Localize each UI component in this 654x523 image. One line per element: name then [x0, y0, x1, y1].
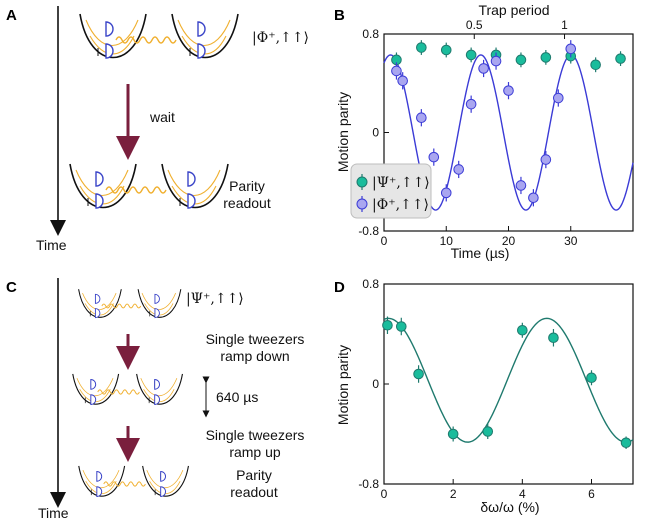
- chartD-data-point: [447, 428, 459, 440]
- chart-b-top-xlabel: Trap period: [478, 2, 549, 18]
- time-label-c: Time: [38, 505, 69, 521]
- chartB-xtick-label: 10: [440, 234, 454, 248]
- legend-marker-psi: [356, 176, 368, 188]
- chartD-xtick-label: 4: [519, 487, 526, 501]
- chart-d: 0 2 4 6-0.800.8 δω/ω (%) Motion parity: [335, 277, 634, 515]
- legend-label-phi: |Φ⁺,↑↑⟩: [372, 197, 429, 213]
- chartB-ytick-label: 0.8: [362, 27, 379, 41]
- chartB-xtick-label: 0: [381, 234, 388, 248]
- chart-d-xlabel: δω/ω (%): [480, 499, 539, 515]
- chartB-data-point: [540, 52, 552, 63]
- tweezer-pair-icon: [79, 13, 239, 59]
- chartB-data-point: [428, 151, 440, 163]
- chartD-data-point: [395, 321, 407, 332]
- panel-label-d: D: [334, 279, 345, 296]
- chartD-data-point: [548, 332, 559, 344]
- chartB-data-point: [528, 192, 539, 204]
- chartB-data-point: [553, 92, 564, 104]
- chartB-data-point: [490, 55, 502, 67]
- chartD-data-point: [382, 319, 393, 331]
- hold-time-label: 640 µs: [216, 389, 258, 405]
- ramp-up-label-2: ramp up: [229, 444, 281, 460]
- chartB-data-point: [540, 154, 552, 165]
- chartB-data-point: [590, 59, 601, 71]
- chartD-data-point: [517, 324, 528, 336]
- chartB-top-xtick-label: 1: [561, 18, 568, 32]
- chart-b-legend: |Ψ⁺,↑↑⟩ |Φ⁺,↑↑⟩: [350, 163, 432, 219]
- chartB-data-point: [397, 75, 408, 87]
- panel-label-b: B: [334, 7, 345, 24]
- chartB-data-point: [453, 164, 465, 175]
- chartD-xtick-label: 2: [450, 487, 457, 501]
- readout-label-a-2: readout: [223, 195, 271, 211]
- chartB-data-point: [515, 180, 527, 191]
- tweezer-pair-icon: [77, 288, 182, 319]
- chartB-data-point: [440, 44, 452, 56]
- time-label-a: Time: [36, 237, 67, 253]
- chartD-data-point: [620, 437, 632, 449]
- readout-label-c-2: readout: [230, 484, 278, 500]
- chartB-data-point: [440, 187, 452, 199]
- chartD-ytick-label: -0.8: [358, 477, 379, 491]
- ramp-up-label-1: Single tweezers: [206, 427, 305, 443]
- chartB-data-point: [465, 98, 477, 110]
- chart-d-frame: [383, 283, 634, 485]
- chartB-data-point: [503, 85, 514, 96]
- chartD-data-point: [413, 368, 424, 380]
- chartD-ytick-label: 0: [372, 377, 379, 391]
- chartD-xtick-label: 6: [588, 487, 595, 501]
- chartD-fit-curve: [383, 317, 634, 443]
- legend-marker-phi: [356, 198, 368, 210]
- chartB-xtick-label: 20: [502, 234, 516, 248]
- chartB-data-point: [416, 112, 427, 124]
- chartB-data-point: [565, 43, 577, 55]
- readout-label-a-1: Parity: [229, 178, 265, 194]
- chartB-xtick-label: 30: [564, 234, 578, 248]
- panel-label-c: C: [6, 279, 17, 296]
- chartD-data-point: [586, 372, 597, 384]
- chartD-xtick-label: 0: [381, 487, 388, 501]
- readout-label-c-1: Parity: [236, 467, 272, 483]
- chart-b-xlabel: Time (µs): [451, 245, 510, 261]
- legend-label-psi: |Ψ⁺,↑↑⟩: [372, 175, 430, 191]
- tweezer-pair-icon: [69, 163, 229, 209]
- ramp-down-label-2: ramp down: [220, 348, 289, 364]
- legend-box: [350, 163, 432, 219]
- chartB-ytick-label: -0.8: [358, 224, 379, 238]
- chartB-data-point: [391, 65, 402, 77]
- ramp-down-label-1: Single tweezers: [206, 331, 305, 347]
- chart-d-ylabel: Motion parity: [335, 345, 351, 425]
- chartD-data-point: [482, 426, 494, 437]
- chartB-data-point: [615, 53, 626, 64]
- chartB-data-point: [465, 49, 477, 61]
- schematic-a: Time |Φ⁺,↑↑⟩ wait Parity readout: [36, 6, 309, 253]
- chart-b-ylabel: Motion parity: [335, 92, 351, 172]
- chartB-data-point: [515, 54, 527, 66]
- state-label-a: |Φ⁺,↑↑⟩: [252, 30, 309, 46]
- state-label-c: |Ψ⁺,↑↑⟩: [186, 291, 244, 307]
- chartB-data-point: [416, 42, 427, 53]
- panel-label-a: A: [6, 7, 17, 24]
- chartB-ytick-label: 0: [372, 126, 379, 140]
- wait-label: wait: [149, 109, 175, 125]
- chartB-data-point: [478, 63, 489, 74]
- tweezer-pair-icon: [72, 373, 184, 406]
- chartD-ytick-label: 0.8: [362, 277, 379, 291]
- tweezer-pair-icon: [78, 465, 190, 498]
- schematic-c: Time |Ψ⁺,↑↑⟩ Single tweezers ramp down 6…: [38, 278, 304, 521]
- chart-b: 0 10 20 30-0.800.80.5 1 Trap period Time (µs…: [335, 2, 634, 261]
- chartB-top-xtick-label: 0.5: [466, 18, 483, 32]
